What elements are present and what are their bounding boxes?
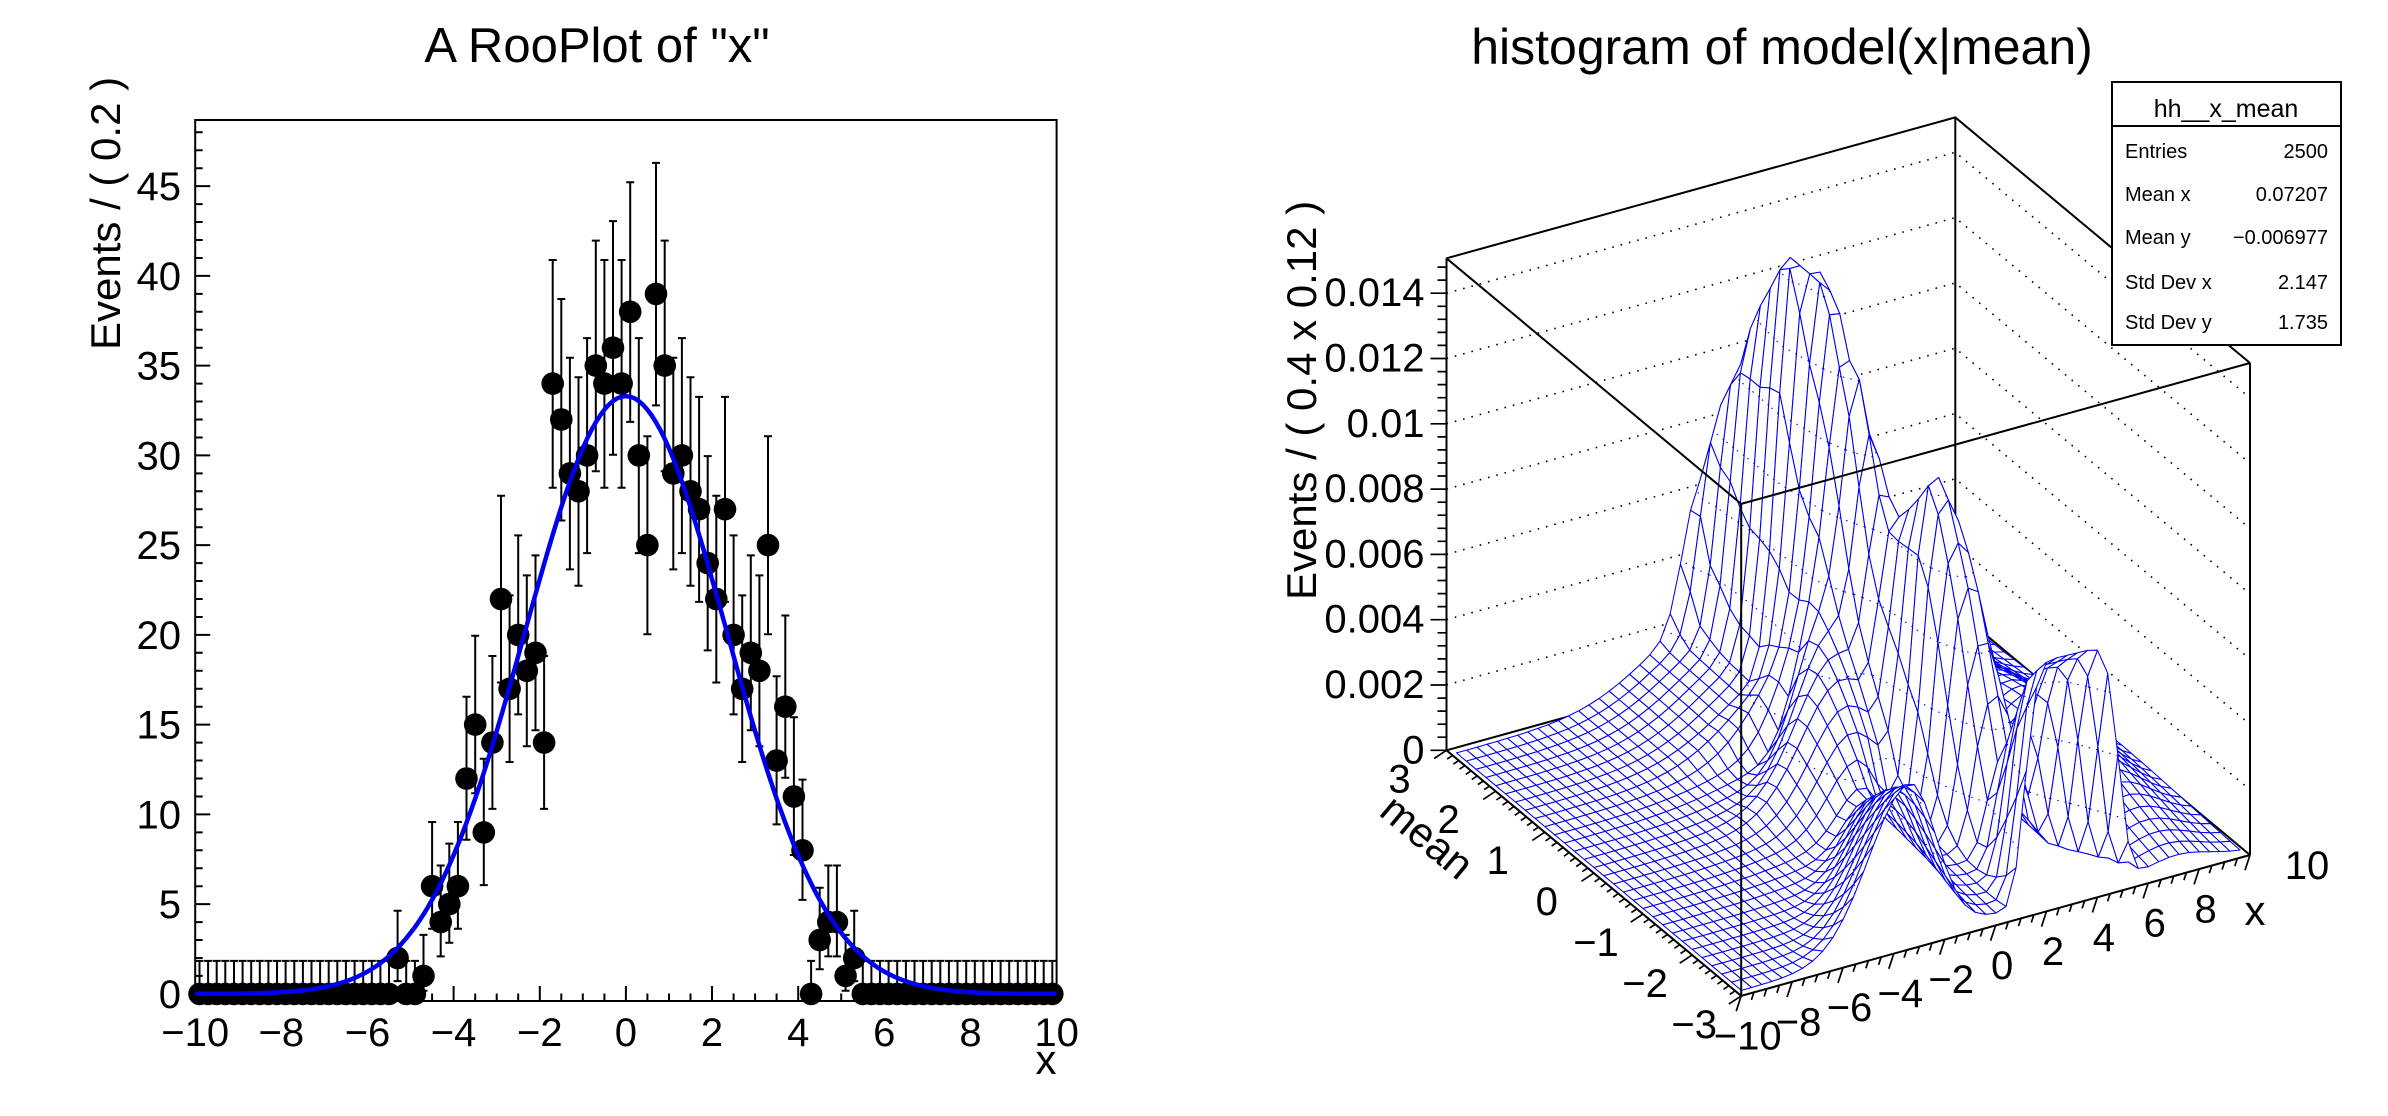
svg-text:histogram of model(x|mean): histogram of model(x|mean)	[1471, 19, 2093, 75]
svg-text:15: 15	[137, 704, 182, 748]
svg-text:6: 6	[873, 1011, 895, 1055]
svg-text:0: 0	[1402, 728, 1424, 772]
svg-text:−6: −6	[345, 1011, 391, 1055]
svg-text:−4: −4	[431, 1011, 477, 1055]
svg-text:20: 20	[137, 614, 182, 658]
svg-text:0.07207: 0.07207	[2256, 184, 2328, 206]
svg-text:0: 0	[1991, 944, 2013, 988]
svg-text:0.002: 0.002	[1324, 663, 1424, 707]
svg-text:0: 0	[159, 973, 181, 1017]
svg-text:−2: −2	[1928, 958, 1974, 1002]
svg-text:10: 10	[1034, 1011, 1079, 1055]
svg-text:−2: −2	[1622, 962, 1668, 1006]
svg-text:3: 3	[1388, 757, 1410, 801]
svg-text:8: 8	[2194, 888, 2216, 932]
svg-text:A RooPlot of "x": A RooPlot of "x"	[424, 19, 769, 73]
svg-text:Std Dev y: Std Dev y	[2125, 312, 2212, 334]
svg-text:0.006: 0.006	[1324, 532, 1424, 576]
svg-text:−10: −10	[161, 1011, 229, 1055]
svg-text:−3: −3	[1671, 1003, 1717, 1047]
svg-text:Events / ( 0.4 x 0.12 ): Events / ( 0.4 x 0.12 )	[1278, 201, 1325, 600]
svg-text:4: 4	[787, 1011, 809, 1055]
svg-text:−10: −10	[1714, 1014, 1782, 1058]
svg-text:Mean x: Mean x	[2125, 184, 2191, 206]
svg-text:−2: −2	[517, 1011, 563, 1055]
svg-text:Std Dev x: Std Dev x	[2125, 272, 2212, 294]
svg-text:0.012: 0.012	[1324, 337, 1424, 381]
svg-text:1.735: 1.735	[2278, 312, 2328, 334]
svg-text:−6: −6	[1827, 986, 1873, 1030]
svg-text:2: 2	[2042, 930, 2064, 974]
svg-text:0.01: 0.01	[1347, 402, 1425, 446]
svg-text:30: 30	[137, 434, 182, 478]
svg-text:−1: −1	[1573, 921, 1619, 965]
svg-text:2: 2	[701, 1011, 723, 1055]
svg-text:Events / ( 0.2 ): Events / ( 0.2 )	[82, 77, 129, 350]
svg-text:−8: −8	[1776, 1000, 1822, 1044]
svg-text:hh__x_mean: hh__x_mean	[2154, 95, 2299, 123]
svg-text:45: 45	[137, 165, 182, 209]
svg-text:x: x	[2245, 887, 2266, 934]
svg-text:−8: −8	[258, 1011, 304, 1055]
svg-text:0.014: 0.014	[1324, 271, 1424, 315]
svg-text:10: 10	[2285, 844, 2330, 888]
svg-text:6: 6	[2144, 902, 2166, 946]
svg-text:Entries: Entries	[2125, 141, 2187, 163]
svg-text:2.147: 2.147	[2278, 272, 2328, 294]
svg-text:1: 1	[1487, 839, 1509, 883]
svg-text:0: 0	[615, 1011, 637, 1055]
svg-text:x: x	[1036, 1036, 1057, 1083]
svg-text:Mean y: Mean y	[2125, 227, 2191, 249]
svg-text:35: 35	[137, 345, 182, 389]
svg-text:0: 0	[1536, 880, 1558, 924]
svg-text:−4: −4	[1877, 972, 1923, 1016]
svg-text:−0.006977: −0.006977	[2233, 227, 2328, 249]
svg-text:2: 2	[1437, 798, 1459, 842]
svg-text:10: 10	[137, 793, 182, 837]
svg-text:0.004: 0.004	[1324, 598, 1424, 642]
svg-text:2500: 2500	[2284, 141, 2329, 163]
svg-text:5: 5	[159, 883, 181, 927]
svg-text:4: 4	[2093, 916, 2115, 960]
svg-text:40: 40	[137, 255, 182, 299]
svg-text:25: 25	[137, 524, 182, 568]
svg-text:8: 8	[959, 1011, 981, 1055]
svg-text:0.008: 0.008	[1324, 467, 1424, 511]
